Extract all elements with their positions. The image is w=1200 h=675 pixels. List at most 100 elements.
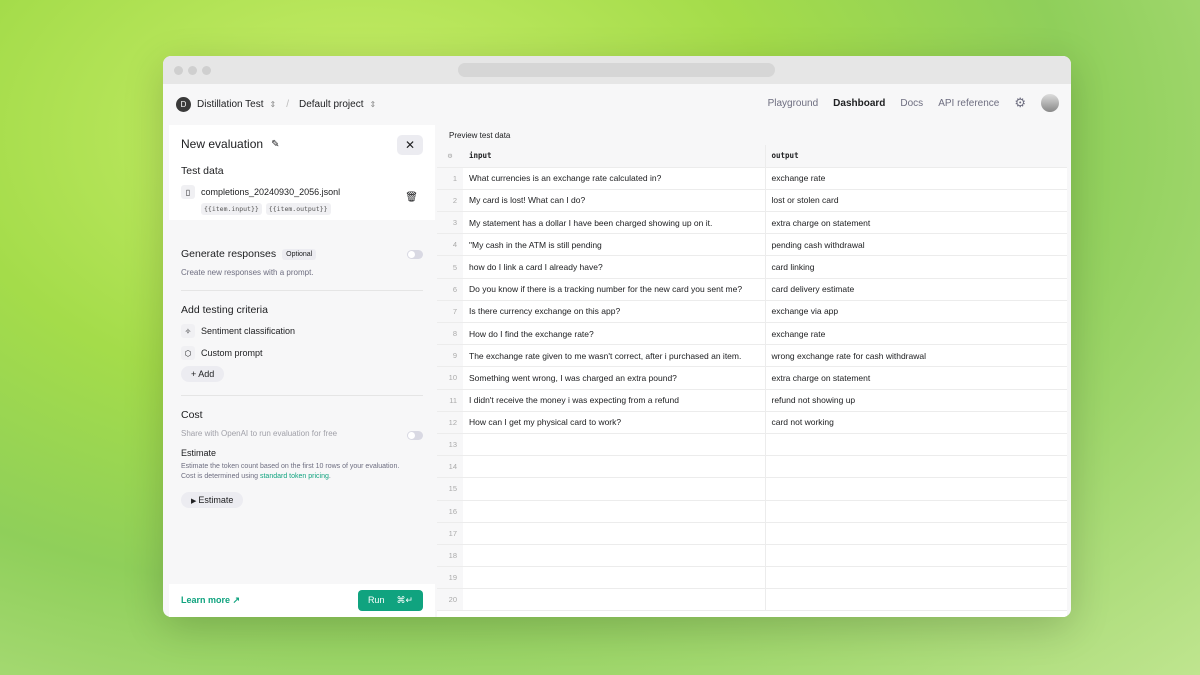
maximize-dot[interactable] (202, 66, 211, 75)
estimate-label: Estimate (198, 495, 234, 505)
test-data-heading: Test data (181, 165, 224, 177)
table-row[interactable]: 14 (437, 455, 1067, 479)
nav-dashboard[interactable]: Dashboard (833, 97, 886, 109)
input-cell[interactable] (463, 544, 766, 568)
output-cell[interactable] (765, 566, 1067, 590)
input-cell[interactable]: How do I find the exchange rate? (463, 322, 766, 346)
table-row[interactable]: 8 How do I find the exchange rate? exchang… (437, 322, 1067, 346)
input-cell[interactable]: My statement has a dollar I have been ch… (463, 211, 766, 235)
run-label: Run (367, 595, 385, 605)
pencil-icon[interactable]: ✎ (271, 138, 280, 150)
output-cell[interactable]: card linking (765, 255, 1067, 279)
table-row[interactable]: 7 Is there currency exchange on this app?… (437, 300, 1067, 324)
input-cell[interactable]: Something went wrong, I was charged an e… (463, 366, 766, 390)
table-row[interactable]: 5 how do I link a card I already have? car… (437, 255, 1067, 279)
input-cell[interactable]: Do you know if there is a tracking numbe… (463, 278, 766, 301)
criteria-heading: Add testing criteria (181, 304, 268, 316)
criteria-sentiment[interactable]: ✧ Sentiment classification (181, 324, 423, 338)
input-cell[interactable]: I didn't receive the money i was expecti… (463, 389, 766, 412)
generate-toggle[interactable] (407, 250, 423, 259)
output-cell[interactable] (765, 522, 1067, 545)
table-row[interactable]: 9 The exchange rate given to me wasn't co… (437, 344, 1067, 368)
output-cell[interactable]: refund not showing up (765, 389, 1067, 412)
run-button[interactable]: Run ⌘↵ (357, 590, 423, 611)
table-row[interactable]: 4 "My cash in the ATM is still pending pen… (437, 233, 1067, 257)
output-cell[interactable]: exchange rate (765, 167, 1067, 190)
output-cell[interactable]: pending cash withdrawal (765, 233, 1067, 257)
row-number: 16 (437, 500, 463, 523)
table-row[interactable]: 16 (437, 500, 1067, 523)
table-row[interactable]: 2 My card is lost! What can I do? lost or … (437, 189, 1067, 213)
table-row[interactable]: 10 Something went wrong, I was charged an… (437, 366, 1067, 390)
input-cell[interactable] (463, 566, 766, 590)
output-cell[interactable]: wrong exchange rate for cash withdrawal (765, 344, 1067, 368)
input-cell[interactable]: The exchange rate given to me wasn't cor… (463, 344, 766, 368)
input-cell[interactable]: How can I get my physical card to work? (463, 411, 766, 434)
output-cell[interactable]: card not working (765, 411, 1067, 434)
output-cell[interactable] (765, 588, 1067, 612)
input-cell[interactable] (463, 433, 766, 457)
share-toggle[interactable] (407, 431, 423, 440)
row-number: 15 (437, 477, 463, 501)
table-row[interactable]: 1 What currencies is an exchange rate cal… (437, 167, 1067, 190)
table-settings-icon[interactable]: ⚙ (437, 145, 463, 168)
pricing-link[interactable]: standard token pricing (259, 473, 329, 480)
learn-more-link[interactable]: Learn more ↗ (181, 595, 241, 605)
input-cell[interactable]: Is there currency exchange on this app? (463, 300, 766, 324)
close-dot[interactable] (174, 66, 183, 75)
row-number: 13 (437, 433, 463, 457)
output-cell[interactable] (765, 455, 1067, 479)
column-header-input: input (463, 145, 766, 168)
criteria-custom-prompt[interactable]: ⬡ Custom prompt (181, 346, 423, 360)
table-row[interactable]: 11 I didn't receive the money i was expec… (437, 389, 1067, 412)
table-row[interactable]: 3 My statement has a dollar I have been c… (437, 211, 1067, 235)
table-row[interactable]: 19 (437, 566, 1067, 590)
output-cell[interactable]: lost or stolen card (765, 189, 1067, 213)
input-cell[interactable] (463, 522, 766, 545)
generate-subtitle: Create new responses with a prompt. (181, 268, 314, 277)
input-cell[interactable] (463, 588, 766, 612)
input-cell[interactable]: how do I link a card I already have? (463, 255, 766, 279)
output-cell[interactable] (765, 500, 1067, 523)
input-cell[interactable] (463, 500, 766, 523)
table-row[interactable]: 12 How can I get my physical card to work… (437, 411, 1067, 434)
output-cell[interactable]: extra charge on statement (765, 211, 1067, 235)
table-row[interactable]: 6 Do you know if there is a tracking numb… (437, 278, 1067, 301)
org-switcher[interactable]: Distillation Test (197, 99, 264, 110)
table-row[interactable]: 15 (437, 477, 1067, 501)
plus-icon: + (191, 369, 199, 379)
row-number: 6 (437, 278, 463, 301)
nav-docs[interactable]: Docs (900, 97, 924, 109)
output-cell[interactable]: exchange rate (765, 322, 1067, 346)
estimate-button[interactable]: ▶ Estimate (181, 492, 244, 508)
evaluation-panel: New evaluation ✎ ✕ Test data ▯ completions… (169, 125, 435, 617)
table-row[interactable]: 18 (437, 544, 1067, 568)
input-cell[interactable]: "My cash in the ATM is still pending (463, 233, 766, 257)
minimize-dot[interactable] (188, 66, 197, 75)
table-row[interactable]: 13 (437, 433, 1067, 457)
output-cell[interactable] (765, 477, 1067, 501)
play-icon: ▶ (191, 498, 199, 505)
output-cell[interactable] (765, 544, 1067, 568)
close-button[interactable]: ✕ (397, 135, 423, 155)
input-cell[interactable] (463, 455, 766, 479)
input-cell[interactable]: My card is lost! What can I do? (463, 189, 766, 213)
trash-icon[interactable]: 🗑 (405, 192, 418, 203)
project-switcher[interactable]: Default project (299, 99, 364, 110)
address-bar[interactable] (458, 63, 775, 77)
nav-playground[interactable]: Playground (767, 97, 819, 109)
output-cell[interactable]: exchange via app (765, 300, 1067, 324)
output-cell[interactable] (765, 433, 1067, 457)
output-cell[interactable]: extra charge on statement (765, 366, 1067, 390)
user-avatar[interactable] (1041, 94, 1059, 112)
output-cell[interactable]: card delivery estimate (765, 278, 1067, 301)
gear-icon[interactable]: ⚙ (1014, 95, 1026, 110)
generate-heading: Generate responses (181, 248, 277, 260)
nav-api-reference[interactable]: API reference (938, 97, 1000, 109)
table-row[interactable]: 20 (437, 588, 1067, 612)
input-cell[interactable] (463, 477, 766, 501)
add-criteria-button[interactable]: + Add (181, 366, 225, 382)
table-row[interactable]: 17 (437, 522, 1067, 545)
input-cell[interactable]: What currencies is an exchange rate calc… (463, 167, 766, 190)
column-header-output: output (765, 145, 1067, 168)
